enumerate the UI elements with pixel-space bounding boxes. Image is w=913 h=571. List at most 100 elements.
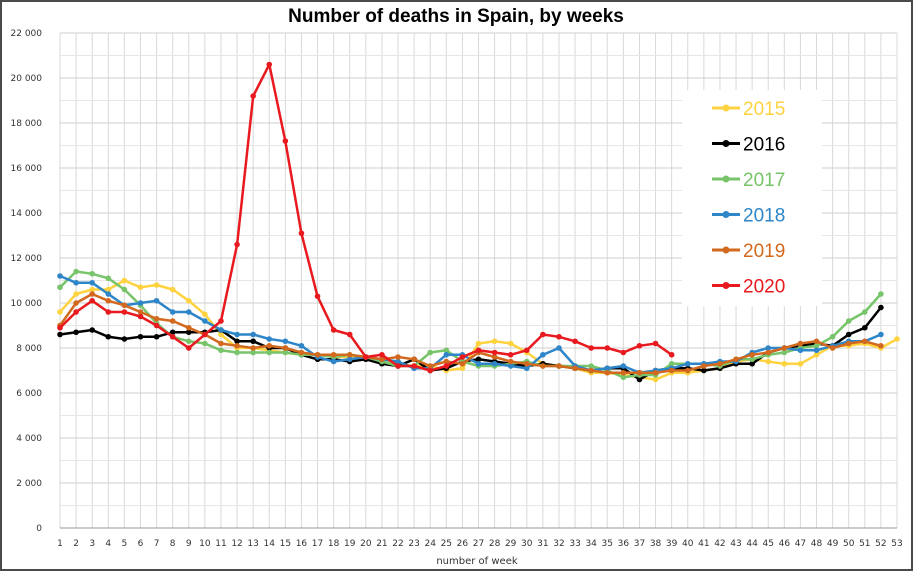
x-tick-label: 37 [634, 539, 645, 549]
data-point-2018 [475, 360, 482, 367]
x-tick-label: 8 [170, 539, 176, 549]
data-point-2017 [89, 270, 95, 277]
x-tick-label: 23 [408, 539, 419, 549]
data-point-2020 [411, 363, 417, 369]
data-point-2020 [507, 351, 514, 358]
x-tick-label: 52 [875, 539, 886, 549]
x-tick-label: 22 [392, 539, 403, 549]
x-tick-label: 36 [618, 539, 630, 549]
data-point-2019 [153, 315, 160, 322]
data-point-2015 [894, 336, 900, 342]
data-point-2019 [105, 297, 112, 304]
data-point-2018 [218, 327, 224, 333]
data-point-2015 [475, 340, 482, 347]
data-point-2019 [298, 349, 305, 356]
data-point-2018 [491, 360, 498, 367]
data-point-2016 [57, 331, 63, 338]
data-point-2018 [282, 338, 289, 345]
data-point-2015 [137, 284, 144, 291]
data-point-2018 [250, 331, 256, 338]
data-point-2016 [878, 304, 884, 311]
data-point-2015 [797, 360, 804, 367]
data-point-2017 [105, 275, 112, 282]
legend-marker [722, 282, 730, 289]
data-point-2019 [491, 354, 498, 360]
data-point-2019 [572, 365, 578, 372]
x-tick-label: 43 [730, 539, 741, 549]
data-point-2019 [234, 342, 240, 349]
x-tick-label: 29 [505, 539, 517, 549]
data-point-2015 [185, 297, 192, 304]
data-point-2017 [250, 349, 256, 356]
data-point-2019 [652, 369, 659, 376]
x-tick-label: 44 [746, 539, 758, 549]
x-tick-label: 19 [344, 539, 356, 549]
data-point-2019 [588, 367, 594, 374]
x-tick-label: 26 [457, 539, 469, 549]
x-tick-label: 50 [843, 539, 855, 549]
x-tick-label: 2 [73, 539, 79, 549]
x-tick-label: 34 [585, 539, 597, 549]
data-point-2019 [379, 356, 385, 363]
data-point-2018 [185, 309, 192, 315]
data-point-2019 [427, 363, 434, 369]
y-tick-label: 16 000 [11, 164, 43, 174]
data-point-2018 [813, 347, 820, 354]
data-point-2017 [266, 349, 273, 356]
x-tick-label: 1 [57, 539, 63, 549]
data-point-2018 [878, 331, 884, 338]
data-point-2020 [443, 363, 450, 369]
data-point-2016 [121, 336, 128, 342]
data-point-2020 [314, 293, 321, 300]
legend-item-2018: 2018 [712, 206, 785, 227]
legend-item-2015: 2015 [712, 99, 785, 120]
data-point-2018 [540, 351, 546, 358]
x-axis: 1 2 3 4 5 6 7 8 9 10 11 12 13 14 15 16 17 18 19 20 21 22 23 24 2… [57, 527, 903, 549]
y-tick-label: 8 000 [16, 344, 42, 354]
data-point-2017 [749, 356, 755, 363]
data-point-2017 [73, 268, 79, 275]
data-point-2015 [121, 277, 128, 284]
x-tick-label: 4 [105, 539, 111, 549]
data-point-2017 [121, 286, 128, 293]
data-point-2015 [218, 331, 224, 338]
y-tick-label: 18 000 [11, 119, 43, 129]
data-point-2017 [202, 340, 208, 347]
x-tick-label: 5 [122, 539, 128, 549]
legend-item-2019: 2019 [712, 241, 785, 262]
data-point-2017 [668, 360, 675, 367]
data-point-2019 [636, 369, 643, 376]
data-point-2019 [185, 324, 192, 331]
data-point-2015 [491, 338, 498, 345]
x-tick-label: 42 [714, 539, 725, 549]
data-point-2016 [153, 333, 160, 340]
data-point-2017 [862, 309, 868, 315]
data-point-2019 [411, 356, 417, 363]
data-point-2018 [89, 279, 95, 286]
data-point-2019 [443, 358, 450, 365]
data-point-2020 [620, 349, 627, 356]
data-point-2018 [765, 345, 772, 351]
data-point-2020 [282, 138, 289, 144]
data-point-2017 [829, 333, 836, 340]
data-point-2017 [443, 347, 450, 354]
data-point-2016 [185, 329, 192, 336]
data-point-2017 [185, 338, 192, 345]
x-tick-label: 20 [360, 539, 372, 549]
data-point-2020 [137, 313, 144, 320]
x-tick-label: 28 [489, 539, 501, 549]
data-point-2018 [556, 345, 562, 351]
x-tick-label: 9 [186, 539, 192, 549]
x-tick-label: 45 [763, 539, 774, 549]
data-point-2019 [668, 367, 675, 374]
legend-marker [722, 140, 730, 147]
y-tick-label: 20 000 [11, 74, 43, 84]
y-tick-label: 10 000 [11, 299, 43, 309]
data-point-2019 [749, 351, 755, 358]
data-point-2015 [507, 340, 514, 347]
x-tick-label: 49 [827, 539, 839, 549]
data-point-2020 [330, 327, 337, 333]
data-point-2019 [169, 318, 176, 324]
y-tick-label: 22 000 [11, 29, 43, 39]
data-point-2015 [459, 365, 466, 372]
